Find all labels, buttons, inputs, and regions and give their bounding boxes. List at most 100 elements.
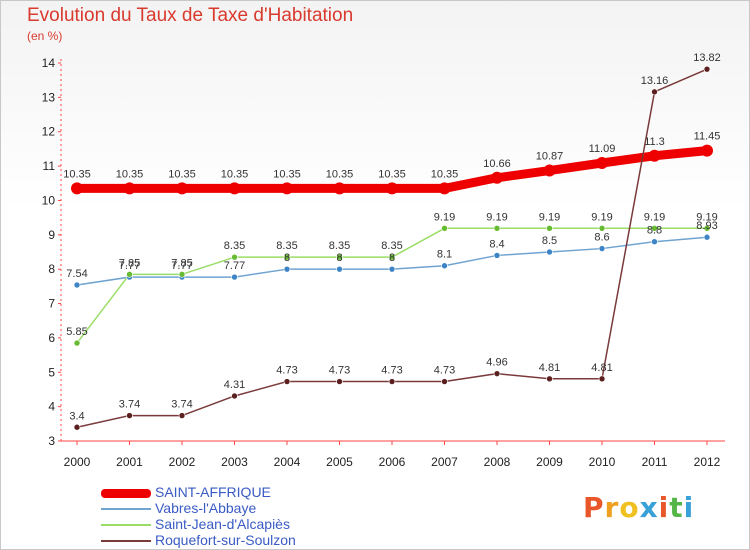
data-label-3: 7.85	[171, 257, 192, 269]
y-tick-label: 10	[42, 193, 56, 207]
data-label-2: 8	[284, 252, 290, 264]
data-label-3: 9.19	[644, 211, 665, 223]
x-tick-label: 2011	[642, 455, 668, 469]
y-tick-label: 7	[48, 297, 55, 311]
data-point-2	[73, 281, 81, 289]
tick-labels: 3 4 5 6 7 8 9 10 11 12 13 14 2000 2001 2002 2003 2004 200…	[42, 56, 721, 469]
data-label-1: 11.45	[694, 131, 721, 143]
data-label-3: 5.85	[66, 326, 87, 338]
data-point-1	[543, 164, 556, 177]
data-point-2	[598, 245, 606, 252]
legend-item-1: SAINT-AFFRIQUE	[101, 484, 361, 501]
data-label-2: 8.6	[594, 232, 609, 244]
data-label-4: 4.96	[486, 357, 507, 369]
data-label-2: 8.1	[437, 249, 452, 261]
data-label-1: 10.35	[431, 168, 459, 180]
x-tick-label: 2007	[431, 455, 458, 469]
data-point-1	[596, 156, 608, 169]
data-point-2	[388, 265, 396, 273]
logo-letter: i	[683, 491, 695, 524]
logo-letter: t	[669, 491, 684, 524]
x-tick-label: 2006	[379, 455, 406, 469]
x-tick-label: 2004	[274, 455, 301, 469]
data-point-3	[493, 224, 501, 232]
data-label-2: 7.77	[119, 260, 140, 272]
data-label-3: 9.19	[486, 211, 507, 223]
legend-item-2: Vabres-l'Abbaye	[101, 500, 361, 517]
proxiti-logo: Proxiti	[583, 491, 694, 524]
data-label-3: 9.19	[696, 211, 717, 223]
data-label-4: 4.73	[276, 365, 297, 377]
data-point-4	[651, 88, 658, 96]
data-point-2	[231, 273, 238, 281]
data-point-2	[441, 262, 448, 270]
data-point-1	[71, 182, 83, 195]
data-label-2: 8	[336, 252, 342, 264]
data-label-3: 8.35	[224, 240, 245, 252]
data-point-1	[438, 182, 451, 195]
data-point-3	[178, 271, 186, 278]
data-point-1	[386, 182, 398, 195]
legend-label-1: SAINT-AFFRIQUE	[155, 484, 271, 500]
data-point-3	[703, 224, 711, 232]
data-label-2: 8.93	[696, 220, 717, 232]
data-label-2: 8.5	[542, 235, 557, 247]
data-label-1: 10.35	[326, 168, 354, 180]
data-label-4: 3.74	[171, 399, 192, 411]
data-point-1	[701, 144, 713, 157]
y-tick-label: 8	[48, 262, 55, 276]
y-tick-label: 14	[42, 56, 56, 70]
data-point-2	[283, 265, 291, 273]
data-point-4	[231, 392, 238, 400]
data-label-3: 9.19	[434, 211, 455, 223]
data-label-1: 10.35	[116, 168, 144, 180]
x-tick-label: 2010	[589, 455, 616, 469]
logo-letter: x	[639, 491, 659, 524]
data-point-1	[648, 149, 661, 162]
y-tick-label: 6	[48, 331, 55, 345]
data-point-3	[388, 253, 396, 261]
data-point-4	[441, 378, 448, 385]
x-tick-label: 2009	[536, 455, 563, 469]
chart-unit: (en %)	[27, 29, 63, 43]
data-point-1	[176, 182, 188, 195]
data-label-3: 8.35	[381, 240, 402, 252]
data-label-4: 4.81	[539, 362, 560, 374]
data-label-3: 8.35	[329, 240, 350, 252]
legend-swatch-2	[101, 508, 151, 510]
x-tick-label: 2012	[694, 455, 721, 469]
data-label-4: 4.73	[381, 365, 402, 377]
y-tick-label: 12	[42, 125, 56, 139]
legend: SAINT-AFFRIQUE Vabres-l'Abbaye Saint-Jea…	[101, 484, 361, 549]
data-point-3	[441, 224, 448, 232]
data-label-4: 13.16	[641, 75, 669, 87]
data-point-4	[598, 375, 606, 383]
legend-label-4: Roquefort-sur-Soulzon	[155, 532, 296, 548]
data-label-4: 4.31	[224, 379, 245, 391]
logo-letter: o	[619, 491, 640, 524]
data-point-3	[546, 224, 553, 232]
legend-swatch-1	[101, 488, 151, 498]
x-tick-label: 2008	[484, 455, 511, 469]
data-point-4	[388, 378, 396, 385]
data-label-3: 8.35	[276, 240, 297, 252]
data-point-4	[178, 412, 186, 419]
y-tick-label: 11	[43, 159, 56, 173]
data-label-4: 13.82	[693, 52, 721, 64]
data-point-1	[228, 182, 241, 195]
data-point-2	[493, 252, 501, 259]
chart-title: Evolution du Taux de Taxe d'Habitation	[27, 5, 354, 26]
data-point-3	[126, 271, 133, 278]
y-tick-label: 3	[48, 434, 55, 448]
data-point-3	[283, 253, 291, 261]
data-label-1: 10.35	[221, 168, 249, 180]
data-label-1: 10.87	[536, 151, 564, 163]
data-point-1	[123, 182, 136, 195]
legend-label-2: Vabres-l'Abbaye	[155, 500, 257, 516]
data-point-2	[546, 248, 553, 256]
data-label-1: 10.35	[168, 168, 196, 180]
logo-letter: r	[604, 491, 620, 524]
data-label-1: 10.35	[273, 168, 301, 180]
